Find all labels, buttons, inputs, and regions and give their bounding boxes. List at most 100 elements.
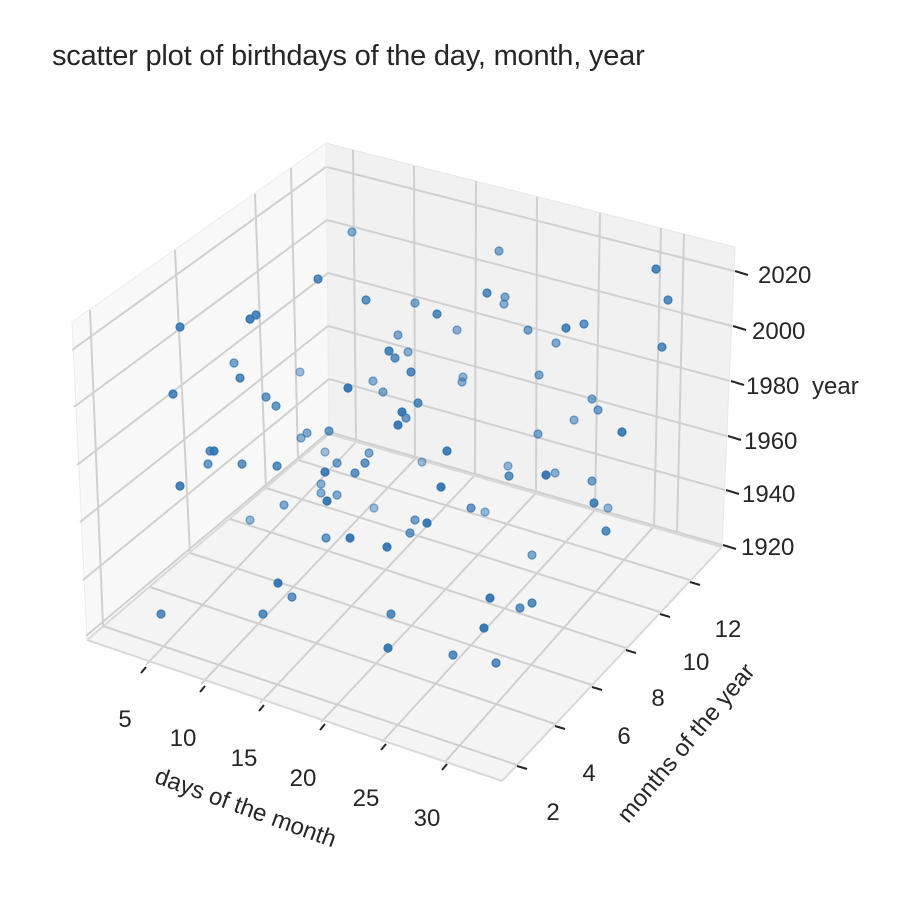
data-point	[261, 392, 271, 402]
chart-title: scatter plot of birthdays of the day, mo…	[52, 40, 645, 72]
y-tick-label: 4	[582, 760, 595, 787]
data-point	[237, 459, 247, 469]
z-tick-label: 2000	[752, 318, 805, 345]
data-point	[527, 550, 537, 560]
z-tick-label: 1920	[741, 534, 794, 561]
data-point	[386, 609, 396, 619]
data-point	[258, 609, 268, 619]
data-point	[156, 609, 166, 619]
data-point	[569, 415, 579, 425]
data-point	[410, 298, 420, 308]
data-point	[273, 578, 283, 588]
data-point	[515, 603, 525, 613]
z-tick-label: 2020	[758, 262, 811, 289]
y-tick-label: 6	[617, 723, 630, 750]
x-tick-label: 25	[353, 785, 380, 812]
z-axis-label: year	[812, 373, 859, 400]
data-point	[541, 470, 551, 480]
data-point	[320, 447, 330, 457]
data-point	[663, 295, 673, 305]
data-point	[527, 598, 537, 608]
data-point	[175, 322, 185, 332]
data-point	[480, 507, 490, 517]
data-point	[390, 353, 400, 363]
data-point	[587, 476, 597, 486]
data-point	[482, 288, 492, 298]
data-point	[209, 446, 219, 456]
data-point	[503, 461, 513, 471]
x-tick-label: 10	[170, 725, 197, 752]
data-point	[168, 389, 178, 399]
data-point	[368, 376, 378, 386]
data-point	[579, 319, 589, 329]
data-point	[324, 426, 334, 436]
data-point	[406, 367, 416, 377]
data-point	[383, 643, 393, 653]
data-point	[457, 377, 467, 387]
tick-marks	[140, 270, 749, 771]
data-point	[322, 496, 332, 506]
data-point	[452, 325, 462, 335]
data-point	[343, 383, 353, 393]
data-point	[603, 503, 613, 513]
z-tick-label: 1960	[744, 428, 797, 455]
data-point	[533, 429, 543, 439]
data-point	[405, 528, 415, 538]
pane-edges	[86, 433, 723, 782]
data-point	[279, 500, 289, 510]
data-point	[485, 593, 495, 603]
data-point	[360, 458, 370, 468]
data-point	[589, 498, 599, 508]
data-point	[332, 490, 342, 500]
data-point	[413, 398, 423, 408]
data-point	[302, 428, 312, 438]
data-points	[156, 227, 673, 668]
data-point	[347, 227, 357, 237]
data-point	[499, 299, 509, 309]
data-point	[203, 459, 213, 469]
data-point	[601, 526, 611, 536]
y-tick-label: 2	[546, 799, 559, 826]
data-point	[321, 533, 331, 543]
data-point	[561, 323, 571, 333]
data-point	[393, 420, 403, 430]
data-point	[534, 370, 544, 380]
z-tick-label: 1980	[746, 373, 799, 400]
data-point	[504, 471, 514, 481]
data-point	[410, 515, 420, 525]
data-point	[287, 592, 297, 602]
data-point	[320, 467, 330, 477]
y-tick-label: 8	[651, 685, 664, 712]
x-tick-label: 5	[118, 706, 131, 733]
data-point	[436, 482, 446, 492]
panes	[71, 142, 736, 782]
data-point	[403, 347, 413, 357]
data-point	[448, 650, 458, 660]
data-point	[316, 479, 326, 489]
gridlines	[71, 149, 735, 766]
data-point	[235, 373, 245, 383]
data-point	[393, 330, 403, 340]
data-point	[271, 401, 281, 411]
data-point	[316, 488, 326, 498]
x-tick-label: 30	[414, 805, 441, 832]
data-point	[384, 346, 394, 356]
y-tick-label: 12	[715, 616, 742, 643]
data-point	[345, 533, 355, 543]
data-point	[587, 394, 597, 404]
data-point	[551, 338, 561, 348]
data-point	[382, 542, 392, 552]
data-point	[401, 413, 411, 423]
data-point	[422, 518, 432, 528]
data-point	[617, 427, 627, 437]
data-point	[550, 468, 560, 478]
data-point	[442, 446, 452, 456]
z-tick-label: 1940	[742, 481, 795, 508]
data-point	[361, 295, 371, 305]
data-point	[313, 274, 323, 284]
data-point	[479, 623, 489, 633]
data-point	[432, 309, 442, 319]
data-point	[295, 367, 305, 377]
data-point	[229, 358, 239, 368]
data-point	[364, 448, 374, 458]
